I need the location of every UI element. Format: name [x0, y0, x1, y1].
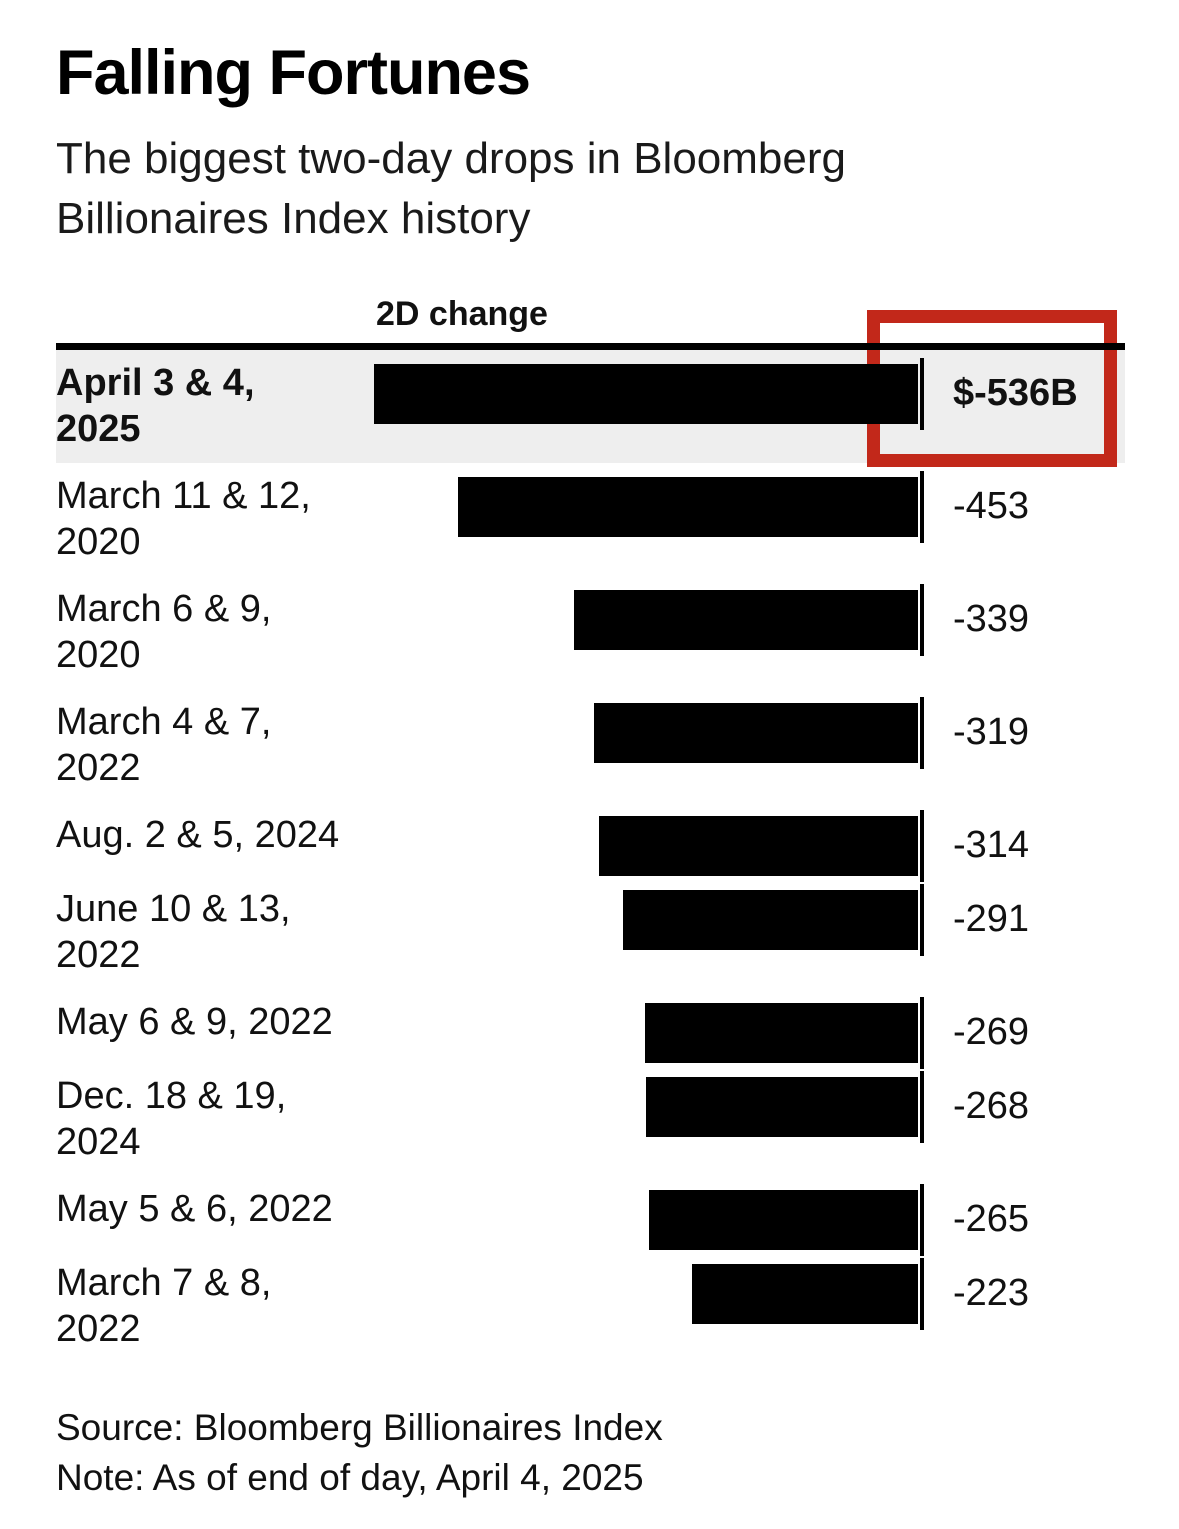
row-label: May 6 & 9, 2022	[56, 989, 376, 1063]
row-value: -339	[953, 597, 1030, 640]
bar	[646, 1076, 918, 1137]
chart-row: Aug. 2 & 5, 2024 -314	[56, 802, 1125, 882]
bar-cell	[376, 576, 924, 689]
chart-row: March 6 & 9, 2020 -339	[56, 576, 1125, 689]
row-label: March 11 & 12, 2020	[56, 463, 376, 576]
row-value: -319	[953, 710, 1030, 753]
chart-row: June 10 & 13, 2022 -291	[56, 876, 1125, 989]
chart-row: March 4 & 7, 2022 -319	[56, 689, 1125, 802]
baseline-tick-icon	[920, 1183, 924, 1256]
row-label-line: Aug. 2 & 5, 2024	[56, 813, 340, 856]
row-label-line: March 4 & 7,	[56, 700, 272, 743]
row-value: -268	[953, 1084, 1030, 1127]
bar	[599, 815, 918, 876]
bar-cell	[376, 876, 924, 989]
bar	[458, 476, 918, 537]
bar-cell	[376, 1176, 924, 1256]
bar	[623, 889, 918, 950]
row-label: Aug. 2 & 5, 2024	[56, 802, 376, 876]
bar-cell	[376, 802, 924, 882]
chart-row: May 6 & 9, 2022 -269	[56, 989, 1125, 1069]
bar-cell	[376, 989, 924, 1069]
bar-cell	[374, 350, 924, 463]
bar	[594, 702, 918, 763]
row-value: -291	[953, 897, 1030, 940]
source-text: Source: Bloomberg Billionaires Index	[56, 1406, 663, 1448]
row-label-line: March 6 & 9,	[56, 587, 272, 630]
chart-footer: Source: Bloomberg Billionaires Index Not…	[56, 1403, 1125, 1503]
baseline-tick-icon	[920, 883, 924, 956]
row-label: April 3 & 4, 2025	[56, 350, 376, 463]
bar	[574, 589, 918, 650]
bar	[649, 1189, 918, 1250]
bar-cell	[376, 463, 924, 576]
header-divider	[56, 342, 1125, 350]
chart-rows: April 3 & 4, 2025 $-536B March 11 & 12, 20…	[56, 309, 1125, 1363]
row-label-line: 2020	[56, 633, 141, 676]
row-label-line: Dec. 18 & 19,	[56, 1074, 287, 1117]
row-label-line: May 6 & 9, 2022	[56, 1000, 333, 1043]
baseline-tick-icon	[920, 696, 924, 769]
row-value: -223	[953, 1271, 1030, 1314]
row-value: -269	[953, 1010, 1030, 1053]
row-label-line: March 11 & 12,	[56, 474, 311, 517]
row-label-line: 2022	[56, 746, 141, 789]
row-label: Dec. 18 & 19, 2024	[56, 1063, 376, 1176]
bar-chart: 2D change April 3 & 4, 2025 $-536B March …	[56, 295, 1125, 1363]
row-label-line: 2024	[56, 1120, 141, 1163]
chart-title: Falling Fortunes	[56, 38, 531, 108]
baseline-tick-icon	[920, 1070, 924, 1143]
row-label-line: April 3 & 4,	[56, 361, 255, 404]
chart-row: March 11 & 12, 2020 -453	[56, 463, 1125, 576]
row-label-line: May 5 & 6, 2022	[56, 1187, 333, 1230]
chart-subtitle-line-1: The biggest two-day drops in Bloomberg	[56, 133, 846, 183]
baseline-tick-icon	[920, 583, 924, 656]
row-label-line: 2022	[56, 1307, 141, 1350]
row-label: March 4 & 7, 2022	[56, 689, 376, 802]
row-label: May 5 & 6, 2022	[56, 1176, 376, 1250]
bar	[374, 363, 918, 424]
row-value: $-536B	[953, 371, 1078, 414]
chart-row: May 5 & 6, 2022 -265	[56, 1176, 1125, 1256]
baseline-tick-icon	[920, 470, 924, 543]
row-label: March 7 & 8, 2022	[56, 1250, 376, 1363]
row-label-line: March 7 & 8,	[56, 1261, 272, 1304]
bar-cell	[376, 689, 924, 802]
row-label: June 10 & 13, 2022	[56, 876, 376, 989]
chart-row: April 3 & 4, 2025 $-536B	[56, 349, 1125, 463]
baseline-tick-icon	[920, 996, 924, 1069]
column-header: 2D change	[376, 294, 548, 333]
chart-row: Dec. 18 & 19, 2024 -268	[56, 1063, 1125, 1176]
baseline-tick-icon	[920, 357, 924, 430]
row-label-line: 2025	[56, 407, 141, 450]
bar	[692, 1263, 918, 1324]
bar-cell	[376, 1250, 924, 1363]
chart-subtitle-line-2: Billionaires Index history	[56, 193, 531, 243]
note-text: Note: As of end of day, April 4, 2025	[56, 1456, 644, 1498]
bar	[645, 1002, 918, 1063]
row-value: -314	[953, 823, 1030, 866]
baseline-tick-icon	[920, 809, 924, 882]
row-label-line: June 10 & 13,	[56, 887, 291, 930]
row-value: -265	[953, 1197, 1030, 1240]
chart-row: March 7 & 8, 2022 -223	[56, 1250, 1125, 1363]
row-label-line: 2020	[56, 520, 141, 563]
baseline-tick-icon	[920, 1257, 924, 1330]
bar-cell	[376, 1063, 924, 1176]
chart-subtitle: The biggest two-day drops in Bloomberg B…	[56, 129, 1125, 249]
row-label-line: 2022	[56, 933, 141, 976]
row-label: March 6 & 9, 2020	[56, 576, 376, 689]
row-value: -453	[953, 484, 1030, 527]
